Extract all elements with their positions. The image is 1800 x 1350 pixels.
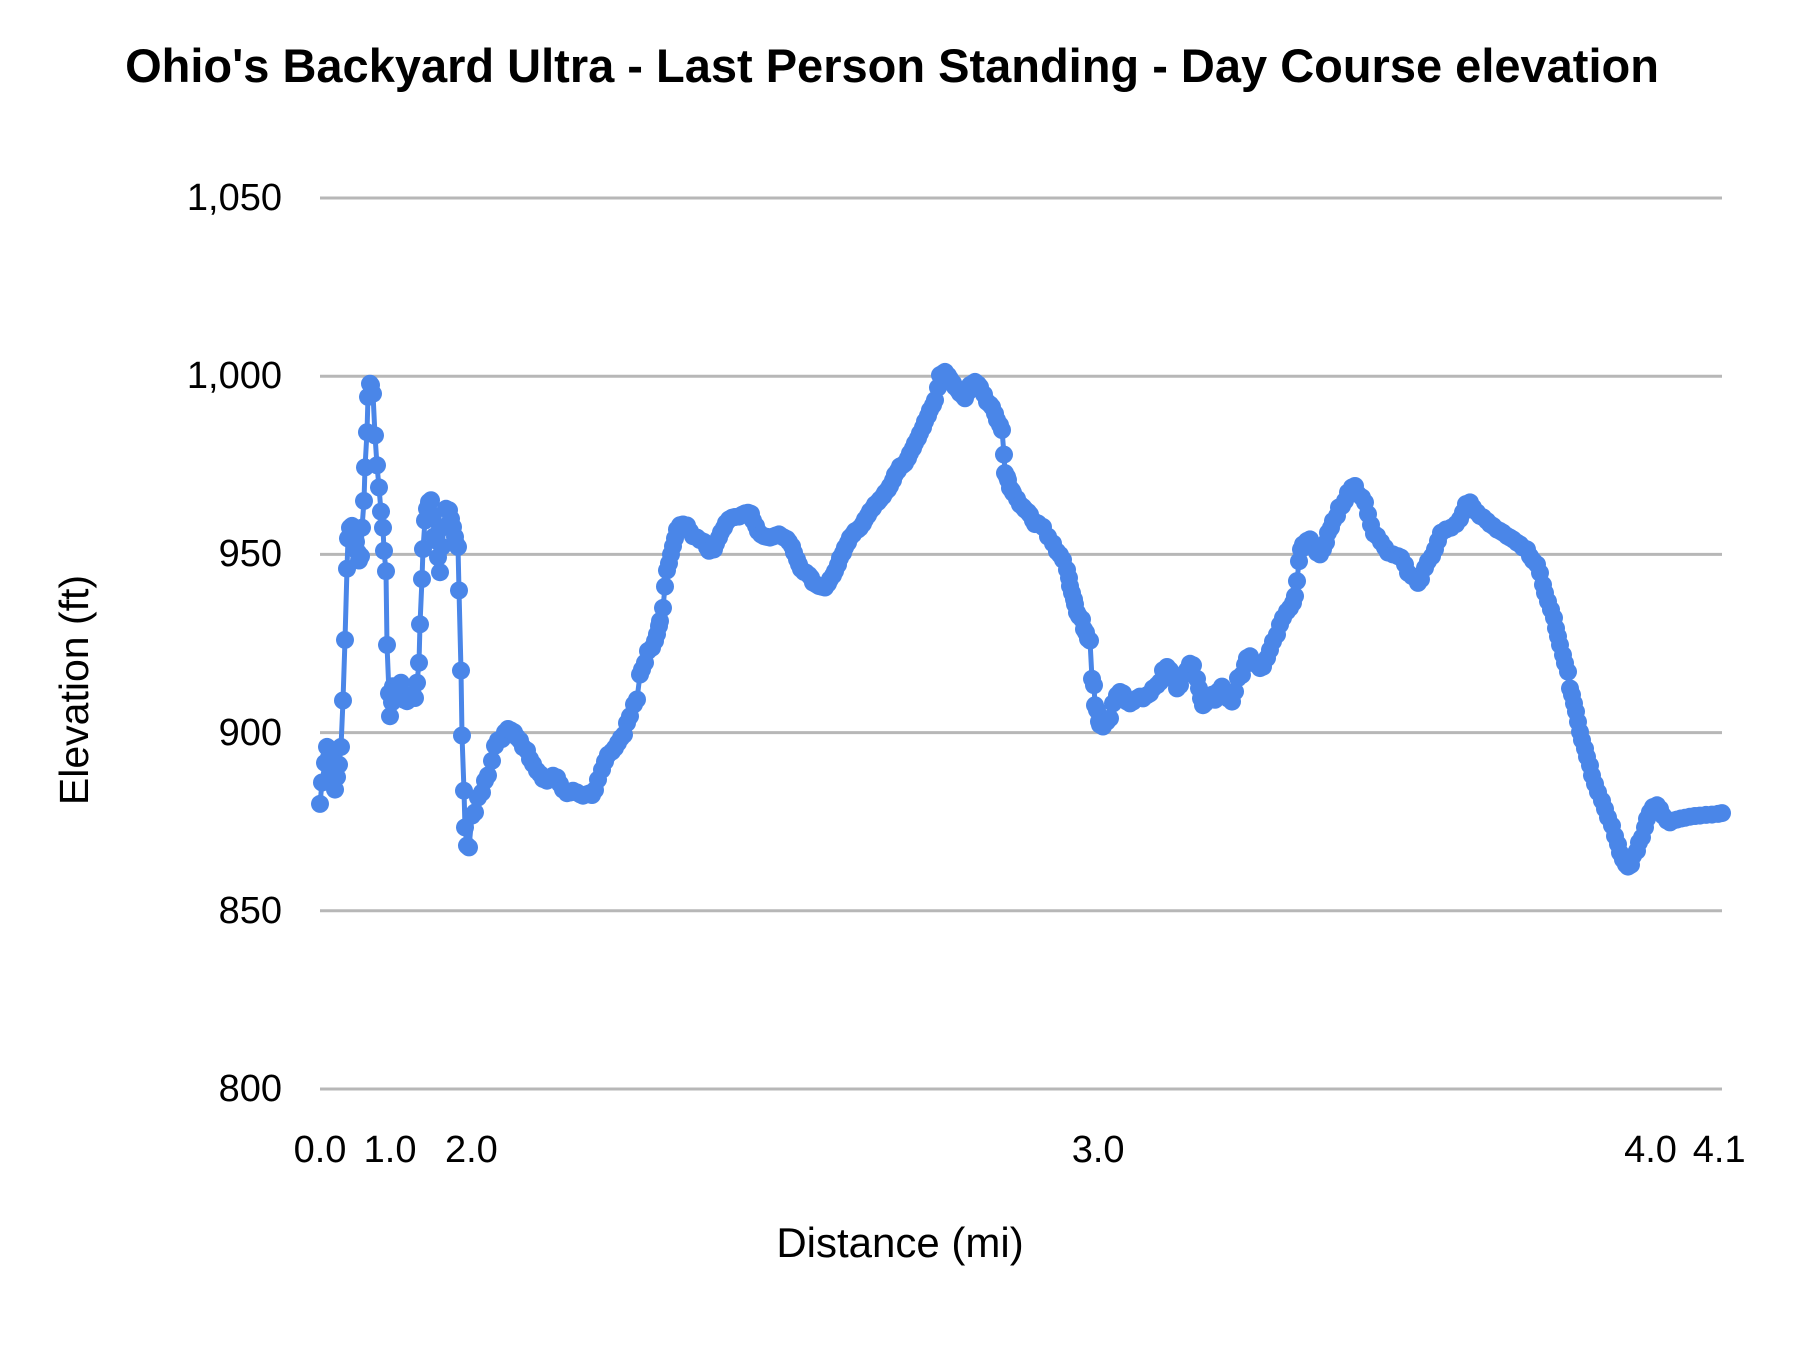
elevation-data-point: [406, 689, 424, 707]
elevation-data-point: [453, 726, 471, 745]
x-axis-tick-label: 2.0: [444, 1129, 498, 1171]
elevation-data-point: [334, 691, 352, 710]
chart-title: Ohio's Backyard Ultra - Last Person Stan…: [125, 39, 1659, 92]
elevation-data-point: [654, 598, 672, 617]
elevation-data-point: [628, 690, 646, 709]
elevation-data-point: [993, 421, 1011, 439]
elevation-data-point: [433, 537, 451, 556]
elevation-data-point: [1713, 804, 1731, 823]
elevation-data-point: [408, 673, 426, 692]
elevation-data-point: [353, 518, 371, 537]
elevation-data-point: [466, 803, 484, 822]
elevation-data-point: [414, 540, 432, 559]
elevation-data-point: [370, 478, 388, 497]
elevation-data-point: [410, 653, 428, 672]
elevation-data-point: [311, 794, 329, 813]
elevation-data-point: [452, 661, 470, 680]
elevation-data-point: [355, 491, 373, 510]
elevation-data-point: [381, 707, 399, 726]
y-axis-tick-label: 1,050: [186, 177, 282, 219]
elevation-data-point: [366, 426, 384, 445]
x-axis-tick-label: 0.0: [293, 1129, 347, 1171]
elevation-data-point: [995, 445, 1013, 464]
y-axis-tick-label: 800: [218, 1068, 282, 1110]
x-axis-tick-label: 4.0: [1624, 1129, 1677, 1171]
elevation-data-point: [450, 581, 468, 600]
elevation-data-point: [352, 547, 370, 566]
elevation-data-point: [1184, 656, 1202, 675]
elevation-data-point: [375, 541, 393, 560]
elevation-data-point: [364, 384, 382, 403]
elevation-data-point: [411, 615, 429, 634]
elevation-data-point: [455, 781, 473, 800]
elevation-data-point: [377, 562, 395, 581]
elevation-data-point: [1288, 572, 1306, 591]
elevation-data-point: [374, 518, 392, 537]
elevation-data-point: [479, 766, 497, 785]
elevation-data-point: [368, 456, 386, 475]
elevation-data-point: [1085, 676, 1103, 695]
y-axis-tick-label: 1,000: [186, 355, 282, 398]
elevation-data-point: [336, 630, 354, 649]
elevation-data-point: [656, 577, 674, 596]
y-axis-tick-label: 850: [218, 889, 282, 932]
elevation-data-point: [1101, 709, 1119, 728]
y-axis-title: Elevation (ft): [51, 574, 97, 806]
x-axis-tick-label: 4.1: [1692, 1129, 1746, 1171]
elevation-series-line: [317, 369, 1725, 870]
elevation-data-point: [330, 755, 348, 774]
y-axis-tick-label: 950: [218, 533, 282, 576]
x-axis-tick-label: 3.0: [1071, 1129, 1125, 1171]
elevation-data-point: [449, 537, 467, 556]
elevation-data-point: [413, 570, 431, 588]
elevation-data-point: [372, 502, 390, 521]
elevation-data-point: [483, 751, 501, 770]
elevation-data-point: [332, 737, 350, 756]
elevation-data-point: [422, 491, 440, 510]
elevation-data-point: [378, 635, 396, 654]
y-axis-tick-label: 900: [218, 711, 282, 754]
x-axis-tick-label: 1.0: [363, 1129, 417, 1171]
elevation-data-point: [1559, 662, 1577, 681]
elevation-data-point: [1081, 631, 1099, 650]
elevation-data-point: [460, 838, 478, 857]
elevation-data-point: [1226, 682, 1244, 701]
elevation-data-point: [431, 563, 449, 582]
x-axis-title: Distance (mi): [776, 1219, 1024, 1266]
elevation-data-point: [1286, 587, 1304, 606]
